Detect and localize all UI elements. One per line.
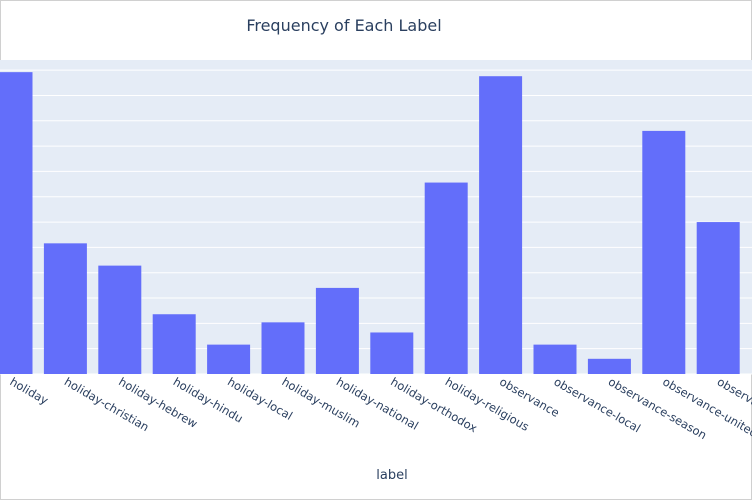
gridlines [0,69,752,375]
bar-observance [479,76,523,374]
bar-holiday-religious [424,182,468,374]
bar-observance-season [587,358,631,374]
bar-holiday [0,72,33,374]
bar-observance-united-nations [642,130,686,374]
bar-observance-unofficial [696,222,740,374]
bar-holiday-local [207,344,251,374]
bar-holiday-orthodox [370,332,414,374]
x-tick-label: observance-season [606,374,709,442]
bar-holiday-hindu [152,314,196,374]
bar-holiday-national [315,287,359,374]
chart-title: Frequency of Each Label [246,16,442,35]
bar-holiday-christian [43,243,87,374]
x-axis-title: label [376,468,408,483]
bar-holiday-hebrew [98,265,142,374]
bars [0,72,740,374]
x-tick-labels: holiday holiday-christianholiday-hebrewho… [8,374,752,463]
bar-observance-local [533,344,577,374]
bar-holiday-muslim [261,322,305,374]
x-tick-label: holiday [8,374,51,407]
